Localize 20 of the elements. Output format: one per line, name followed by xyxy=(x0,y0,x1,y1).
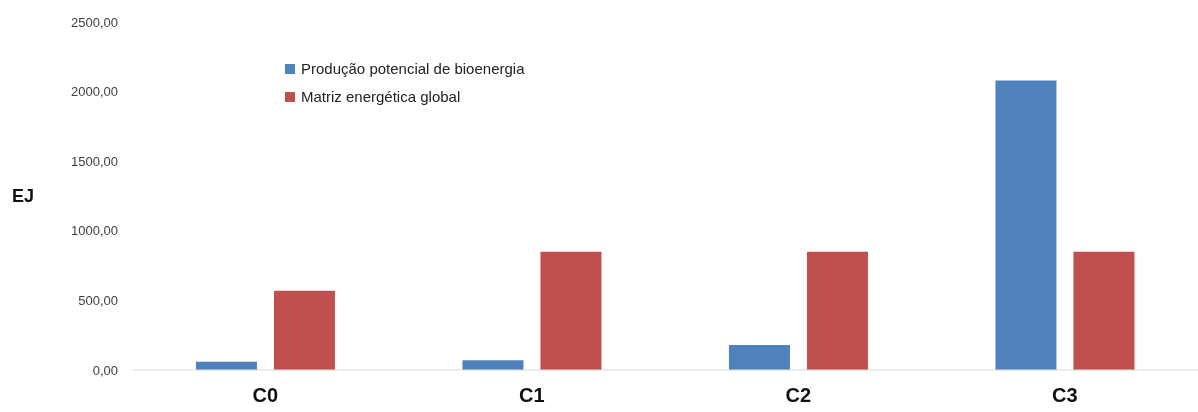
y-tick-label: 1000,00 xyxy=(71,223,118,239)
legend-label: Produção potencial de bioenergia xyxy=(301,60,525,77)
y-axis-title: EJ xyxy=(12,186,35,207)
bar xyxy=(995,80,1057,370)
bar xyxy=(806,251,868,370)
legend-label: Matriz energética global xyxy=(301,88,461,105)
y-tick-label: 500,00 xyxy=(78,293,118,309)
x-tick-label: C1 xyxy=(518,384,545,407)
y-tick-label: 1500,00 xyxy=(71,153,118,169)
y-tick-label: 0,00 xyxy=(92,362,118,378)
x-tick-label: C2 xyxy=(785,384,812,407)
bar xyxy=(273,290,335,370)
bar xyxy=(1073,251,1135,370)
bar xyxy=(540,251,602,370)
y-tick-label: 2000,00 xyxy=(71,84,118,100)
y-tick-label: 2500,00 xyxy=(71,14,118,30)
bar xyxy=(462,360,524,370)
x-tick-label: C3 xyxy=(1051,384,1078,407)
bar xyxy=(728,344,790,370)
x-tick-label: C0 xyxy=(252,384,279,407)
